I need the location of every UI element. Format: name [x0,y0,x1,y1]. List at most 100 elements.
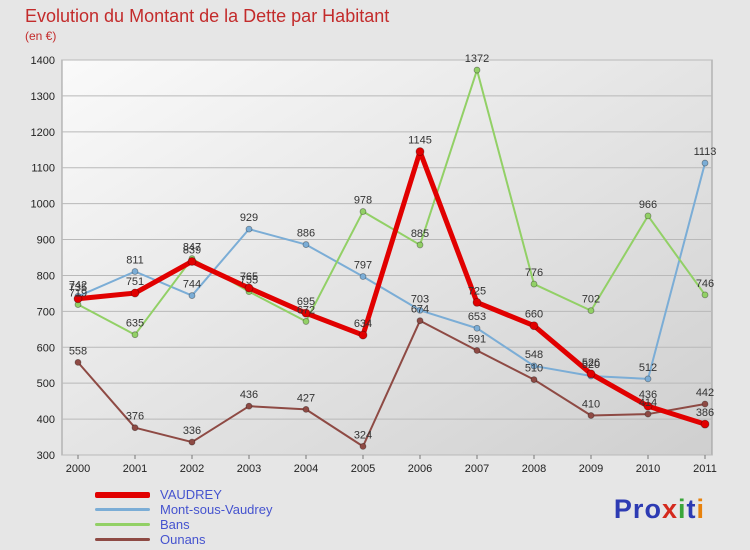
logo-letter: o [644,494,662,524]
data-point [301,308,311,318]
series-line-bans [77,69,706,336]
y-axis-tick-label: 1000 [31,199,55,211]
data-label: 414 [639,397,657,409]
data-label: 1113 [694,146,717,158]
data-label: 1145 [408,135,432,147]
data-point [130,288,140,298]
data-point [416,241,424,249]
data-label: 742 [69,279,87,291]
data-point [701,400,709,408]
data-point [359,442,367,450]
legend-label: VAUDREY [160,487,222,502]
data-label: 719 [69,288,87,300]
chart-legend: VAUDREY Mont-sous-Vaudrey Bans Ounans [95,487,272,547]
data-label: 839 [183,244,201,256]
data-point [358,330,368,340]
data-label: 386 [696,407,714,419]
data-label: 966 [639,199,657,211]
data-point [644,410,652,418]
legend-swatch [95,523,150,526]
data-label: 702 [582,294,600,306]
y-axis-tick-label: 900 [37,235,55,247]
data-label: 751 [126,276,144,288]
data-label: 725 [468,285,486,297]
data-point [302,241,310,248]
data-point [302,405,310,413]
legend-label: Bans [160,517,190,532]
data-point [245,225,253,233]
data-label: 653 [468,311,486,323]
y-axis-tick-label: 600 [37,342,55,354]
legend-item-mont-sous-vaudrey: Mont-sous-Vaudrey [95,502,272,517]
y-axis-tick-label: 1200 [31,127,55,139]
data-point [359,273,367,280]
data-label: 591 [468,334,486,346]
legend-item-bans: Bans [95,517,272,532]
data-point [416,306,424,314]
data-point [302,318,310,325]
data-point [587,307,595,315]
x-axis-tick-label: 2009 [579,463,603,475]
data-label: 558 [69,345,87,357]
chart-subtitle: (en €) [25,29,57,43]
data-point [643,401,653,411]
data-label: 548 [525,349,543,361]
logo-letter: x [661,494,678,524]
data-label: 1372 [465,53,489,65]
data-label: 336 [183,425,201,437]
y-axis-tick-label: 500 [37,378,55,390]
proxiti-logo[interactable]: Proxiti [614,494,705,525]
x-axis-tick-label: 2006 [408,463,432,475]
data-label: 929 [240,212,258,224]
data-point [131,331,139,339]
data-label: 674 [411,304,429,316]
legend-item-ounans: Ounans [95,532,272,547]
x-axis-tick-label: 2002 [180,463,204,475]
data-point [472,297,482,307]
data-label: 520 [582,359,600,371]
data-point [529,321,539,331]
data-point [644,212,652,220]
data-label: 735 [69,282,87,294]
x-axis-tick-label: 2011 [693,463,717,475]
data-label: 703 [411,293,429,305]
series-line-ounans [77,319,706,448]
data-label: 885 [411,228,429,240]
data-label: 811 [126,255,144,267]
legend-label: Mont-sous-Vaudrey [160,502,273,517]
data-label: 376 [126,411,144,423]
legend-swatch [95,538,150,541]
logo-letter: i [696,494,705,524]
x-axis-tick-label: 2003 [237,463,261,475]
data-point [701,159,709,167]
x-axis-tick-label: 2004 [294,463,318,475]
data-label: 978 [354,195,372,207]
y-axis-tick-label: 1400 [31,55,55,67]
data-point [131,268,139,275]
data-label: 776 [525,267,543,279]
data-point [415,147,425,156]
data-label: 755 [240,275,258,287]
data-label: 410 [582,399,600,411]
x-axis-tick-label: 2000 [66,463,90,475]
data-label: 746 [696,278,714,290]
logo-letter: t [686,494,697,524]
legend-label: Ounans [160,532,206,547]
legend-swatch [95,508,150,511]
data-point [188,292,196,299]
page-title: Evolution du Montant de la Dette par Hab… [25,6,390,26]
y-axis-tick-label: 400 [37,414,55,426]
data-point [530,376,538,383]
data-point [73,294,83,304]
data-label: 847 [183,242,201,254]
debt-evolution-chart: 300 400 500 600 700 800 900 1000 1100 1200 1300 140… [31,53,717,475]
data-label: 695 [297,296,315,308]
data-point [530,280,538,288]
x-axis-tick-label: 2010 [636,463,660,475]
data-label: 436 [240,389,258,401]
x-axis-tick-label: 2001 [123,463,147,475]
data-label: 672 [297,304,315,316]
data-label: 442 [696,387,714,399]
y-axis-tick-label: 800 [37,270,55,282]
data-label: 634 [354,318,372,330]
